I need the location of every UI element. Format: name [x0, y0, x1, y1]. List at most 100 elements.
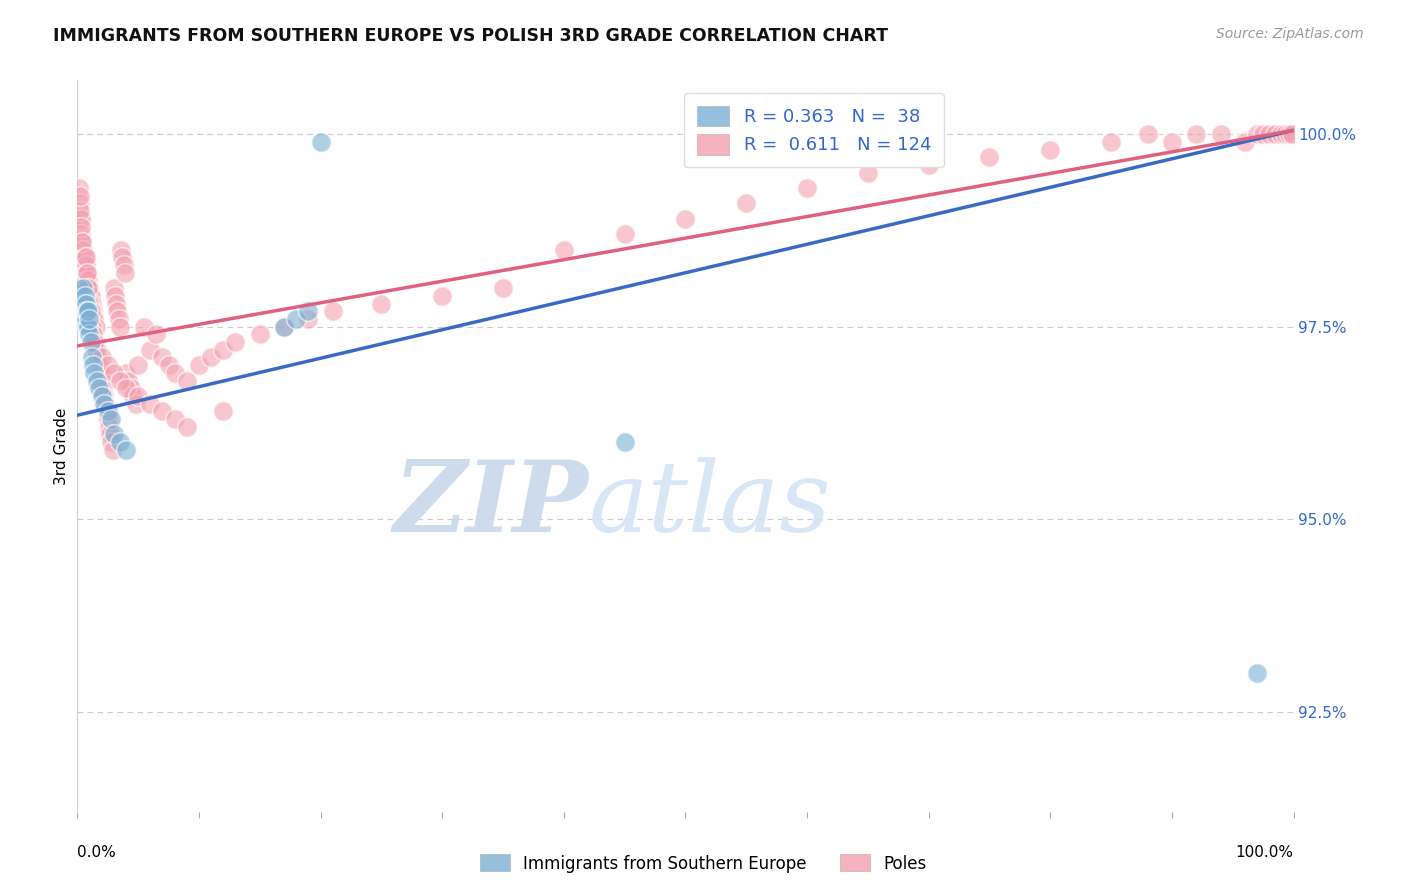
Point: [212, 343, 235, 357]
Point: [83, 366, 105, 380]
Point: [1251, 127, 1274, 141]
Point: [76, 319, 98, 334]
Point: [163, 366, 186, 380]
Point: [107, 304, 129, 318]
Point: [176, 419, 198, 434]
Point: [127, 389, 149, 403]
Point: [152, 404, 174, 418]
Point: [492, 281, 515, 295]
Point: [76, 266, 98, 280]
Point: [72, 281, 94, 295]
Point: [918, 158, 941, 172]
Point: [72, 296, 94, 310]
Point: [80, 312, 103, 326]
Point: [103, 281, 125, 295]
Point: [80, 304, 103, 318]
Point: [75, 258, 97, 272]
Point: [72, 258, 94, 272]
Point: [120, 381, 142, 395]
Point: [1270, 127, 1292, 141]
Legend: Immigrants from Southern Europe, Poles: Immigrants from Southern Europe, Poles: [472, 847, 934, 880]
Point: [94, 397, 117, 411]
Point: [79, 281, 101, 295]
Point: [82, 358, 104, 372]
Point: [115, 442, 138, 457]
Point: [856, 166, 879, 180]
Point: [1278, 127, 1301, 141]
Point: [1099, 135, 1122, 149]
Point: [96, 404, 118, 418]
Point: [553, 243, 575, 257]
Point: [796, 181, 818, 195]
Point: [80, 351, 103, 365]
Point: [1274, 127, 1296, 141]
Point: [80, 289, 103, 303]
Point: [82, 319, 104, 334]
Point: [70, 296, 93, 310]
Point: [1039, 143, 1062, 157]
Point: [1185, 127, 1208, 141]
Point: [82, 304, 104, 318]
Point: [125, 397, 148, 411]
Point: [100, 412, 122, 426]
Point: [75, 296, 97, 310]
Point: [77, 281, 100, 295]
Point: [1281, 127, 1303, 141]
Point: [249, 327, 271, 342]
Text: IMMIGRANTS FROM SOUTHERN EUROPE VS POLISH 3RD GRADE CORRELATION CHART: IMMIGRANTS FROM SOUTHERN EUROPE VS POLIS…: [53, 27, 889, 45]
Point: [613, 227, 636, 242]
Point: [273, 319, 295, 334]
Point: [89, 381, 111, 395]
Point: [73, 289, 96, 303]
Point: [1161, 135, 1184, 149]
Point: [70, 312, 93, 326]
Point: [200, 351, 222, 365]
Point: [79, 327, 101, 342]
Point: [72, 304, 94, 318]
Point: [90, 351, 112, 365]
Point: [152, 351, 174, 365]
Point: [735, 196, 758, 211]
Point: [73, 266, 96, 280]
Point: [69, 196, 91, 211]
Y-axis label: 3rd Grade: 3rd Grade: [53, 408, 69, 484]
Point: [70, 219, 93, 234]
Point: [139, 397, 162, 411]
Point: [69, 188, 91, 202]
Point: [83, 334, 105, 349]
Point: [72, 243, 94, 257]
Point: [297, 304, 319, 318]
Point: [430, 289, 453, 303]
Point: [86, 374, 108, 388]
Point: [979, 150, 1001, 164]
Point: [97, 412, 120, 426]
Point: [212, 404, 235, 418]
Point: [1246, 666, 1268, 681]
Point: [69, 204, 91, 219]
Point: [76, 266, 98, 280]
Point: [84, 334, 107, 349]
Point: [103, 366, 125, 380]
Point: [93, 397, 115, 411]
Point: [77, 304, 100, 318]
Point: [80, 304, 103, 318]
Point: [176, 374, 198, 388]
Point: [613, 435, 636, 450]
Point: [70, 235, 93, 249]
Point: [69, 211, 91, 226]
Point: [70, 227, 93, 242]
Point: [108, 319, 131, 334]
Point: [84, 319, 107, 334]
Point: [77, 289, 100, 303]
Point: [297, 312, 319, 326]
Point: [75, 251, 97, 265]
Point: [285, 312, 308, 326]
Point: [322, 304, 344, 318]
Point: [107, 312, 129, 326]
Point: [224, 334, 246, 349]
Point: [75, 312, 97, 326]
Point: [76, 304, 98, 318]
Point: [87, 351, 110, 365]
Point: [145, 327, 167, 342]
Point: [82, 327, 104, 342]
